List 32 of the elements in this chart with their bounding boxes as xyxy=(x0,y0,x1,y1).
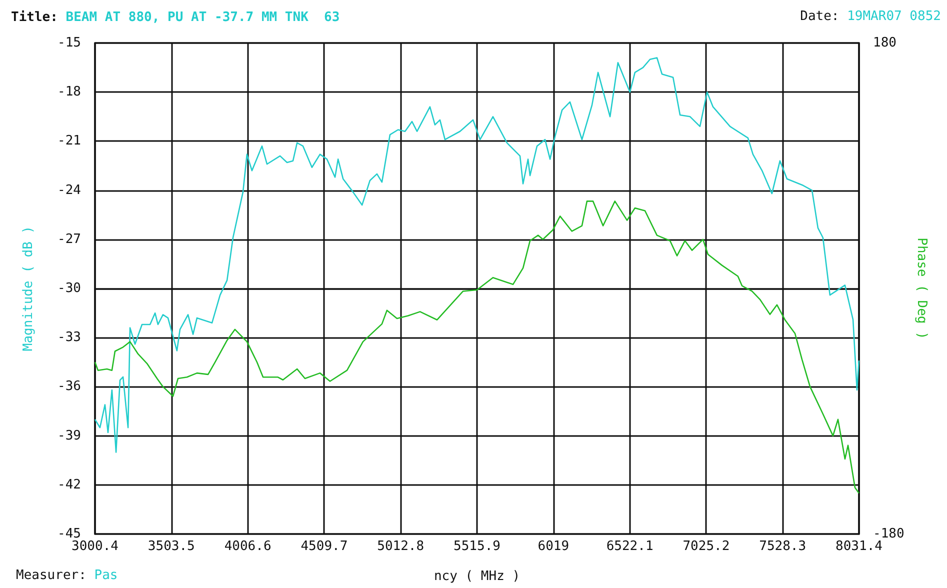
x-tick-label: 6522.1 xyxy=(606,539,654,554)
y-tick-label: -15 xyxy=(58,36,81,50)
x-tick-label: 7528.3 xyxy=(759,539,806,554)
y-tick-label: -36 xyxy=(58,379,81,394)
y-tick-label: -18 xyxy=(58,84,81,100)
x-tick-label: 4509.7 xyxy=(300,539,348,554)
y-tick-label: -39 xyxy=(58,428,81,444)
x-tick-label: 6019 xyxy=(538,539,570,554)
line-series xyxy=(94,200,860,494)
y-tick-label: -42 xyxy=(58,477,81,492)
x-axis-title: ncy ( MHz ) xyxy=(434,569,520,584)
y-axis-title: Magnitude ( dB ) xyxy=(21,226,36,352)
x-tick-label: 4006.6 xyxy=(224,539,272,554)
x-tick-label: 7025.2 xyxy=(682,539,730,554)
y-tick-label: -21 xyxy=(58,134,81,149)
x-tick-label: 5012.8 xyxy=(377,539,424,554)
x-tick-label: 8031.4 xyxy=(836,539,883,554)
y2-tick-label: -180 xyxy=(873,526,904,542)
y2-tick-label: 180 xyxy=(873,36,896,50)
text: Measurer: Pas xyxy=(16,568,118,583)
x-tick-label: 3503.5 xyxy=(148,539,195,554)
y-tick-label: -45 xyxy=(58,526,81,542)
x-tick-label: 3000.4 xyxy=(72,539,119,554)
y-tick-label: -33 xyxy=(58,330,81,346)
text: Date: 19MAR07 0852 xyxy=(800,9,942,24)
x-tick-label: 5515.9 xyxy=(454,539,500,554)
y-tick-label: -27 xyxy=(58,232,81,247)
y2-axis-title: Phase ( Deg ) xyxy=(914,238,930,340)
y-tick-label: -30 xyxy=(58,281,81,296)
y-tick-label: -24 xyxy=(58,182,82,198)
line-series xyxy=(94,57,860,453)
chart-title: Title: BEAM AT 880, PU AT -37.7 MM TNK 63 xyxy=(11,10,340,25)
